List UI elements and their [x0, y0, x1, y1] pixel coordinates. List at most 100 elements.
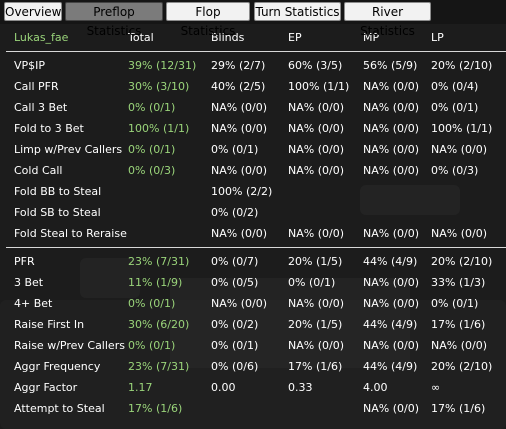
stat-name: Fold to 3 Bet [14, 122, 84, 135]
total-value: 30% (6/20) [128, 318, 190, 331]
tab-turn-statistics[interactable]: Turn Statistics [254, 2, 341, 21]
ep-value: NA% (0/0) [288, 143, 344, 156]
blinds-value: 0% (0/1) [211, 143, 259, 156]
lp-value: 17% (1/6) [431, 318, 486, 331]
ep-value: 20% (1/5) [288, 255, 343, 268]
lp-value: 0% (0/1) [431, 297, 479, 310]
mp-value: 4.00 [363, 381, 388, 394]
blinds-value: NA% (0/0) [211, 297, 267, 310]
table-header-row: Lukas_fae Total Blinds EP MP LP [0, 27, 506, 48]
total-value: 1.17 [128, 381, 153, 394]
blinds-value: 40% (2/5) [211, 80, 266, 93]
table-row: Call 3 Bet 0% (0/1) NA% (0/0) NA% (0/0) … [0, 97, 506, 118]
tab-preflop-statistics[interactable]: Preflop Statistics [65, 2, 163, 38]
total-value: 30% (3/10) [128, 80, 190, 93]
blinds-value: 0% (0/2) [211, 318, 259, 331]
table-row: Fold BB to Steal 100% (2/2) [0, 181, 506, 202]
mp-value: NA% (0/0) [363, 339, 419, 352]
lp-value: 20% (2/10) [431, 360, 493, 373]
mp-value: NA% (0/0) [363, 297, 419, 310]
total-value: 0% (0/1) [128, 101, 176, 114]
tab-flop-statistics[interactable]: Flop Statistics [166, 2, 250, 38]
stat-name: Raise First In [14, 318, 85, 331]
table-row: Aggr Factor 1.17 0.00 0.33 4.00 ∞ [0, 377, 506, 398]
stat-name: Call PFR [14, 80, 59, 93]
divider [6, 247, 506, 248]
col-lp-header: LP [431, 31, 444, 44]
total-value: 0% (0/1) [128, 297, 176, 310]
ep-value: 0% (0/1) [288, 276, 336, 289]
total-value: 100% (1/1) [128, 122, 190, 135]
mp-value: NA% (0/0) [363, 164, 419, 177]
stat-name: Attempt to Steal [14, 402, 105, 415]
mp-value: 56% (5/9) [363, 59, 418, 72]
table-row: Attempt to Steal 17% (1/6) NA% (0/0) 17%… [0, 398, 506, 419]
table-row: PFR 23% (7/31) 0% (0/7) 20% (1/5) 44% (4… [0, 251, 506, 272]
lp-value: 17% (1/6) [431, 402, 486, 415]
tab-bar: Overview Preflop Statistics Flop Statist… [0, 0, 506, 38]
total-value: 11% (1/9) [128, 276, 183, 289]
table-row: Cold Call 0% (0/3) NA% (0/0) NA% (0/0) N… [0, 160, 506, 181]
table-row: Raise w/Prev Callers 0% (0/1) 0% (0/1) N… [0, 335, 506, 356]
blinds-value: NA% (0/0) [211, 101, 267, 114]
tab-river-statistics[interactable]: River Statistics [344, 2, 431, 38]
mp-value: NA% (0/0) [363, 227, 419, 240]
stat-name: Raise w/Prev Callers [14, 339, 125, 352]
player-name: Lukas_fae [14, 31, 69, 44]
tab-overview[interactable]: Overview [4, 2, 62, 21]
preflop-statistics-panel: Lukas_fae Total Blinds EP MP LP VP$IP 39… [0, 24, 506, 429]
table-row: Limp w/Prev Callers 0% (0/1) 0% (0/1) NA… [0, 139, 506, 160]
mp-value: NA% (0/0) [363, 143, 419, 156]
ep-value: NA% (0/0) [288, 339, 344, 352]
mp-value: NA% (0/0) [363, 276, 419, 289]
ep-value: 17% (1/6) [288, 360, 343, 373]
blinds-value: NA% (0/0) [211, 164, 267, 177]
total-value: 23% (7/31) [128, 360, 190, 373]
lp-value: 20% (2/10) [431, 255, 493, 268]
ep-value: 20% (1/5) [288, 318, 343, 331]
stat-name: Aggr Factor [14, 381, 78, 394]
table-row: Raise First In 30% (6/20) 0% (0/2) 20% (… [0, 314, 506, 335]
ep-value: NA% (0/0) [288, 164, 344, 177]
stat-name: PFR [14, 255, 35, 268]
ep-value: NA% (0/0) [288, 101, 344, 114]
col-total-header: Total [128, 27, 154, 48]
mp-value: NA% (0/0) [363, 402, 419, 415]
ep-value: NA% (0/0) [288, 297, 344, 310]
stat-name: 4+ Bet [14, 297, 53, 310]
stat-name: Call 3 Bet [14, 101, 68, 114]
total-value: 17% (1/6) [128, 402, 183, 415]
blinds-value: 100% (2/2) [211, 185, 273, 198]
table-row: VP$IP 39% (12/31) 29% (2/7) 60% (3/5) 56… [0, 55, 506, 76]
stat-name: Fold BB to Steal [14, 185, 102, 198]
mp-value: 44% (4/9) [363, 255, 418, 268]
lp-value: NA% (0/0) [431, 339, 487, 352]
stat-name: Fold SB to Steal [14, 206, 101, 219]
total-value: 39% (12/31) [128, 59, 197, 72]
lp-value: 0% (0/1) [431, 101, 479, 114]
blinds-value: 0.00 [211, 381, 236, 394]
lp-value: 0% (0/4) [431, 80, 479, 93]
blinds-value: 0% (0/5) [211, 276, 259, 289]
blinds-value: 0% (0/6) [211, 360, 259, 373]
lp-value: NA% (0/0) [431, 227, 487, 240]
lp-value: ∞ [431, 381, 441, 394]
total-value: 0% (0/3) [128, 164, 176, 177]
table-row: Fold Steal to Reraise NA% (0/0) NA% (0/0… [0, 223, 506, 244]
stat-name: Cold Call [14, 164, 63, 177]
blinds-value: NA% (0/0) [211, 122, 267, 135]
mp-value: 44% (4/9) [363, 318, 418, 331]
lp-value: 100% (1/1) [431, 122, 493, 135]
total-value: 0% (0/1) [128, 339, 176, 352]
blinds-value: 0% (0/7) [211, 255, 259, 268]
stat-name: VP$IP [14, 59, 46, 72]
ep-value: NA% (0/0) [288, 122, 344, 135]
ep-value: 60% (3/5) [288, 59, 343, 72]
mp-value: NA% (0/0) [363, 101, 419, 114]
stat-name: Fold Steal to Reraise [14, 227, 127, 240]
lp-value: 20% (2/10) [431, 59, 493, 72]
lp-value: 0% (0/3) [431, 164, 479, 177]
ep-value: NA% (0/0) [288, 227, 344, 240]
table-row: 3 Bet 11% (1/9) 0% (0/5) 0% (0/1) NA% (0… [0, 272, 506, 293]
